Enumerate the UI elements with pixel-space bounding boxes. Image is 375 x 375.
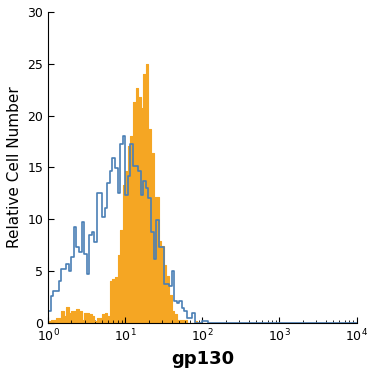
Y-axis label: Relative Cell Number: Relative Cell Number: [7, 87, 22, 248]
X-axis label: gp130: gp130: [171, 350, 234, 368]
